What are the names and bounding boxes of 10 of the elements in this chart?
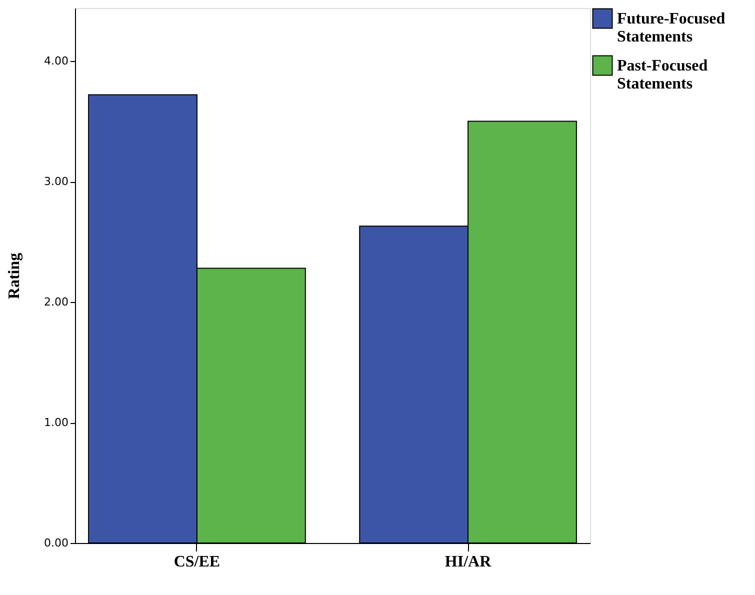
legend-label: Future-Focused Statements bbox=[617, 10, 726, 46]
y-tick-label: 0.00 bbox=[44, 536, 68, 550]
x-tick-label: HI/AR bbox=[444, 554, 492, 570]
x-tick-label: CS/EE bbox=[174, 554, 220, 570]
y-tick-label: 2.00 bbox=[44, 296, 68, 309]
y-tick-label: 3.00 bbox=[44, 175, 68, 188]
y-tick-label: 1.00 bbox=[44, 416, 68, 430]
y-tick-label: 4.00 bbox=[44, 54, 68, 68]
y-axis-title: Rating bbox=[6, 252, 24, 300]
legend-label: Past-Focused Statements bbox=[617, 58, 708, 92]
